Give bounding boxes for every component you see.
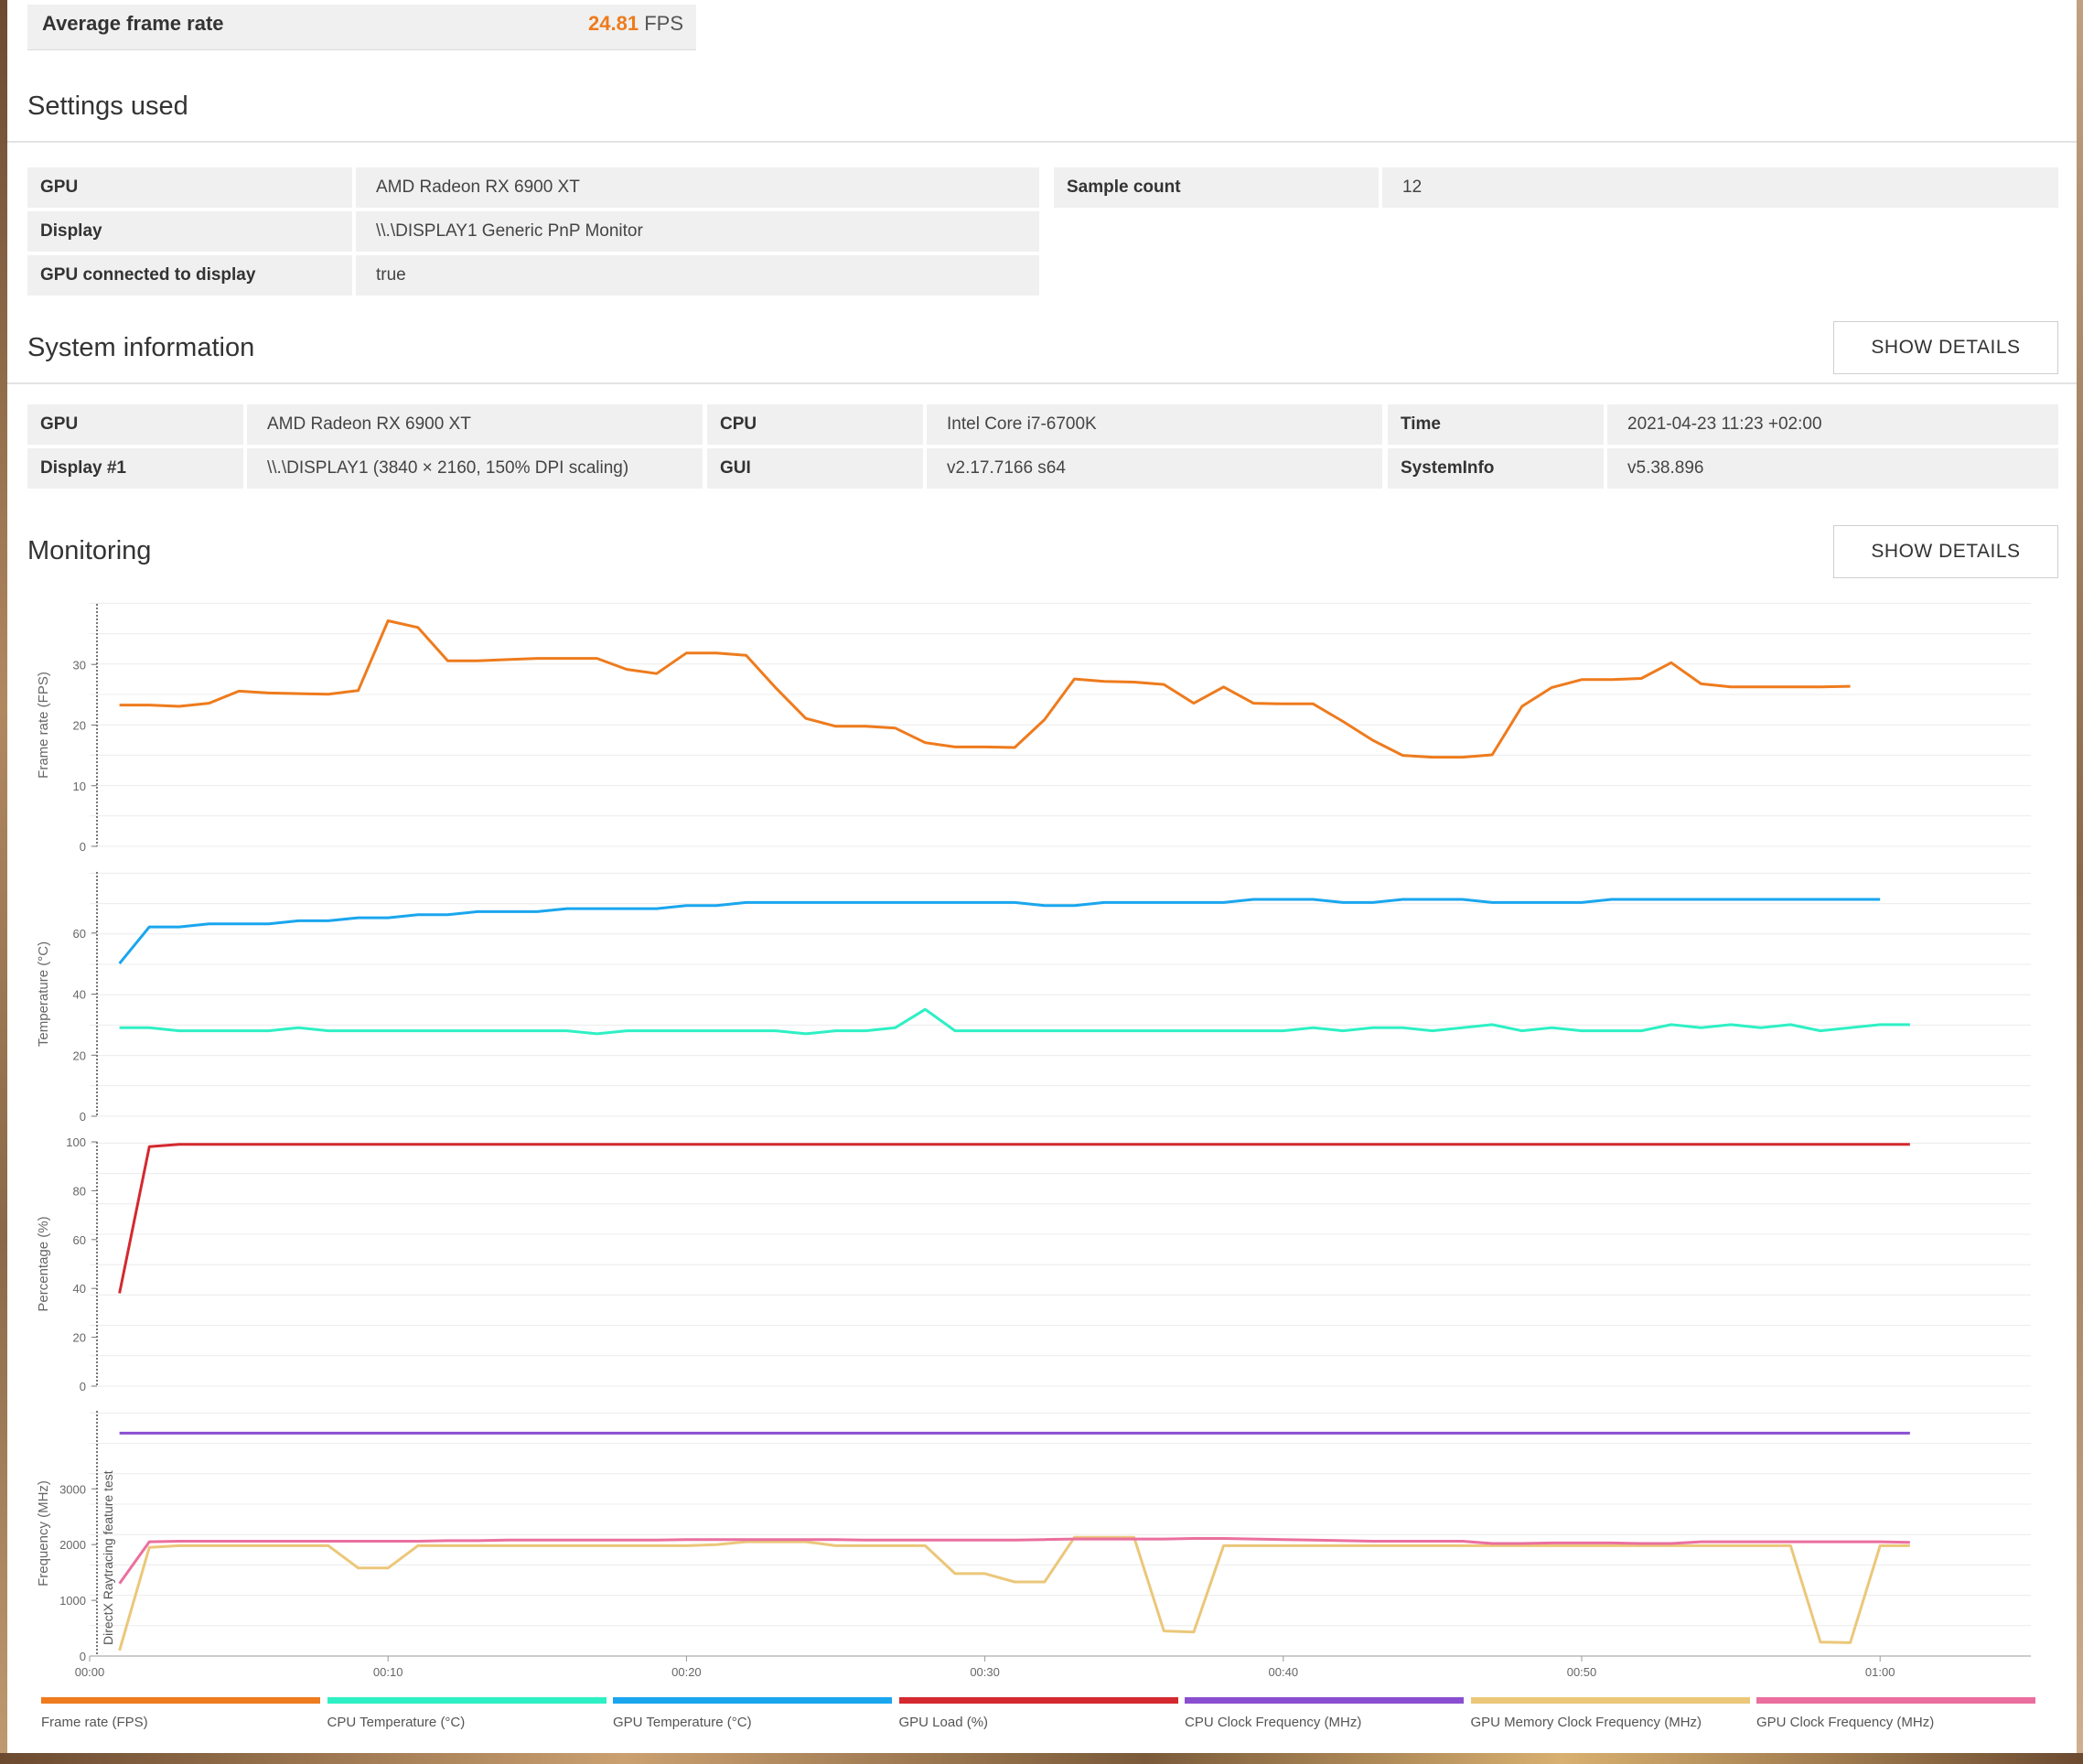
y-tick-label: 40 (73, 988, 86, 1002)
settings-gpu-connected-value: true (356, 255, 1039, 296)
background-edge-left (0, 0, 7, 1764)
y-tick-label: 0 (80, 1650, 86, 1663)
y-tick-label: 0 (80, 1110, 86, 1124)
annotation-label: DirectX Raytracing feature test (101, 1470, 115, 1645)
legend-label: GPU Temperature (°C) (613, 1715, 752, 1730)
system-information-title: System information (27, 333, 255, 362)
y-tick-label: 3000 (59, 1482, 86, 1496)
y-tick-label: 10 (73, 780, 86, 793)
x-tick-label: 00:30 (970, 1665, 1000, 1679)
y-tick-label: 80 (73, 1184, 86, 1198)
legend-swatch (898, 1697, 1178, 1704)
settings-display-value: \\.\DISPLAY1 Generic PnP Monitor (356, 211, 1039, 252)
system-time-key: Time (1388, 404, 1604, 445)
average-frame-rate-box: Average frame rate 24.81 FPS (27, 5, 696, 50)
legend-label: GPU Clock Frequency (MHz) (1756, 1715, 1935, 1730)
legend-label: GPU Memory Clock Frequency (MHz) (1470, 1715, 1702, 1730)
system-systeminfo-key: SystemInfo (1388, 448, 1604, 489)
y-tick-label: 60 (73, 1233, 86, 1247)
series-line-cpu_temp (119, 1007, 1910, 1036)
system-display-key: Display #1 (27, 448, 243, 489)
system-gui-key: GUI (707, 448, 923, 489)
legend-item[interactable]: CPU Clock Frequency (MHz) (1185, 1697, 1464, 1730)
legend-swatch (613, 1697, 892, 1704)
monitoring-show-details-button[interactable]: SHOW DETAILS (1833, 525, 2058, 578)
legend-label: CPU Clock Frequency (MHz) (1185, 1715, 1362, 1730)
system-gui-value: v2.17.7166 s64 (927, 448, 1382, 489)
legend-item[interactable]: GPU Load (%) (898, 1697, 1178, 1730)
system-gpu-key: GPU (27, 404, 243, 445)
series-line-gpu_load (118, 1143, 1910, 1294)
settings-gpu-value: AMD Radeon RX 6900 XT (356, 167, 1039, 208)
system-show-details-button[interactable]: SHOW DETAILS (1833, 321, 2058, 374)
system-divider (7, 382, 2077, 384)
legend-item[interactable]: Frame rate (FPS) (41, 1697, 320, 1730)
x-tick-label: 00:20 (671, 1665, 702, 1679)
y-tick-label: 100 (66, 1135, 86, 1149)
y-tick-label: 20 (73, 1049, 86, 1062)
settings-display-key: Display (27, 211, 352, 252)
y-tick-label: 0 (80, 1380, 86, 1393)
average-frame-rate-value: 24.81 FPS (588, 12, 683, 36)
y-tick-label: 2000 (59, 1538, 86, 1552)
y-tick-label: 30 (73, 658, 86, 672)
average-frame-rate-unit: FPS (644, 12, 683, 35)
series-line-gpu_clock (118, 1537, 1910, 1585)
settings-divider (7, 141, 2077, 143)
series-line-gpu_mem_clock (118, 1535, 1910, 1651)
legend-item[interactable]: GPU Temperature (°C) (613, 1697, 892, 1730)
legend-swatch (327, 1697, 607, 1704)
y-axis-label: Percentage (%) (36, 1216, 51, 1311)
y-axis-label: Frequency (MHz) (36, 1480, 51, 1587)
system-gpu-value: AMD Radeon RX 6900 XT (247, 404, 703, 445)
settings-gpu-connected-key: GPU connected to display (27, 255, 352, 296)
background-edge-bottom (0, 1753, 2083, 1764)
system-systeminfo-value: v5.38.896 (1607, 448, 2058, 489)
legend-swatch (1756, 1697, 2035, 1704)
average-frame-rate-label: Average frame rate (42, 12, 224, 35)
series-line-gpu_temp (118, 898, 1881, 965)
legend-swatch (1185, 1697, 1464, 1704)
average-frame-rate-number: 24.81 (588, 12, 639, 35)
monitoring-chart: 0 10 20 30 Frame rate (FPS) 0 20 40 60 Temperatur… (36, 602, 2031, 1679)
system-time-value: 2021-04-23 11:23 +02:00 (1607, 404, 2058, 445)
x-tick-label: 00:10 (373, 1665, 403, 1679)
settings-sample-count-value: 12 (1382, 167, 2058, 208)
system-display-value: \\.\DISPLAY1 (3840 × 2160, 150% DPI scal… (247, 448, 703, 489)
y-tick-label: 20 (73, 1331, 86, 1345)
legend-label: Frame rate (FPS) (41, 1715, 148, 1730)
legend-item[interactable]: CPU Temperature (°C) (327, 1697, 607, 1730)
x-tick-label: 00:50 (1567, 1665, 1597, 1679)
legend-item[interactable]: GPU Clock Frequency (MHz) (1756, 1697, 2035, 1730)
x-tick-label: 01:00 (1865, 1665, 1895, 1679)
y-tick-label: 1000 (59, 1594, 86, 1608)
legend-label: GPU Load (%) (898, 1715, 989, 1730)
x-tick-label: 00:00 (75, 1665, 105, 1679)
y-tick-label: 60 (73, 927, 86, 941)
y-axis-label: Temperature (°C) (36, 941, 51, 1047)
y-tick-label: 0 (80, 840, 86, 854)
y-tick-label: 40 (73, 1282, 86, 1296)
series-line-fps (119, 619, 1851, 759)
legend-label: CPU Temperature (°C) (327, 1715, 466, 1730)
legend-item[interactable]: GPU Memory Clock Frequency (MHz) (1470, 1697, 1750, 1730)
monitoring-title: Monitoring (27, 536, 152, 565)
x-tick-label: 00:40 (1269, 1665, 1299, 1679)
settings-used-title: Settings used (27, 91, 188, 121)
system-cpu-value: Intel Core i7-6700K (927, 404, 1382, 445)
settings-gpu-key: GPU (27, 167, 352, 208)
system-cpu-key: CPU (707, 404, 923, 445)
legend-swatch (41, 1697, 320, 1704)
legend-swatch (1470, 1697, 1750, 1704)
chart-legend: Frame rate (FPS) CPU Temperature (°C) GPU … (7, 1697, 2077, 1743)
y-tick-label: 20 (73, 719, 86, 733)
y-axis-label: Frame rate (FPS) (36, 672, 51, 779)
background-edge-right (2077, 0, 2083, 1764)
settings-sample-count-key: Sample count (1054, 167, 1379, 208)
results-panel: Average frame rate 24.81 FPS Settings us… (7, 0, 2077, 1753)
